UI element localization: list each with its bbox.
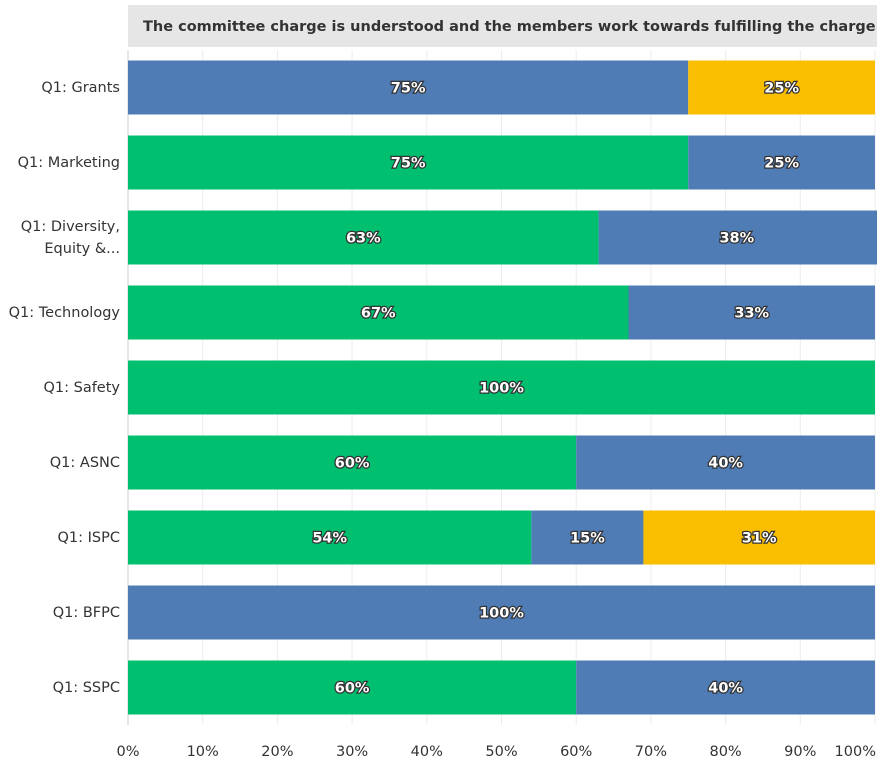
bar-segment xyxy=(128,285,629,340)
bar-segment xyxy=(128,435,577,490)
value-label: 33% xyxy=(734,306,769,322)
value-label: 100% xyxy=(479,606,524,622)
x-tick-label: 70% xyxy=(635,744,667,760)
value-label: 75% xyxy=(391,81,426,97)
x-tick-label: 0% xyxy=(116,744,139,760)
value-label: 63% xyxy=(346,231,381,247)
x-tick-label: 40% xyxy=(411,744,443,760)
value-label: 25% xyxy=(764,156,799,172)
bar-segment xyxy=(128,510,532,565)
x-tick-label: 100% xyxy=(835,744,876,760)
x-tick-label: 50% xyxy=(485,744,517,760)
y-tick-label: Q1: BFPC xyxy=(52,604,120,621)
bar-segment xyxy=(128,660,577,715)
value-label: 75% xyxy=(391,156,426,172)
bar-segment xyxy=(628,285,875,340)
bar-segment xyxy=(128,360,875,415)
y-tick-label: Q1: SSPC xyxy=(52,679,120,696)
y-tick-label: Q1: Diversity, Equity &... xyxy=(20,218,120,257)
x-tick-label: 80% xyxy=(709,744,741,760)
y-tick-label: Q1: Marketing xyxy=(17,154,120,171)
x-tick-label: 90% xyxy=(784,744,816,760)
labels: 75% 25% 75% 25% 63% 38% 67% 33% 100% 60% 40% 54% 15%… xyxy=(311,79,801,698)
value-label: 60% xyxy=(335,456,370,472)
x-tick-label: 30% xyxy=(336,744,368,760)
bar-segment xyxy=(576,435,875,490)
bar-segment xyxy=(598,210,877,265)
bar-segment xyxy=(576,660,875,715)
y-tick-label: Q1: Technology xyxy=(8,304,120,321)
bar-segment xyxy=(688,60,875,115)
y-tick-label: Q1: Safety xyxy=(43,379,120,396)
value-label: 38% xyxy=(719,231,754,247)
bar-segment xyxy=(128,135,689,190)
value-label: 67% xyxy=(361,306,396,322)
bar-segment xyxy=(688,135,875,190)
y-tick-label: Q1: Grants xyxy=(41,79,120,96)
value-label: 60% xyxy=(335,681,370,697)
value-label: 15% xyxy=(570,531,605,547)
value-label: 40% xyxy=(708,681,743,697)
value-label: 40% xyxy=(708,456,743,472)
x-tick-label: 20% xyxy=(261,744,293,760)
bar-segment xyxy=(531,510,644,565)
bar-segment xyxy=(128,585,875,640)
x-tick-label: 10% xyxy=(187,744,219,760)
bar-segment xyxy=(128,210,599,265)
bar-segment xyxy=(643,510,875,565)
value-label: 25% xyxy=(764,81,799,97)
y-tick-label: Q1: ASNC xyxy=(49,454,120,471)
value-label: 54% xyxy=(312,531,347,547)
bars xyxy=(128,60,877,715)
value-label: 31% xyxy=(742,531,777,547)
x-tick-label: 60% xyxy=(560,744,592,760)
chart-title: The committee charge is understood and t… xyxy=(143,19,877,35)
value-label: 100% xyxy=(479,381,524,397)
title-bar xyxy=(128,5,877,47)
bar-segment xyxy=(128,60,689,115)
y-tick-label: Q1: ISPC xyxy=(57,529,120,546)
